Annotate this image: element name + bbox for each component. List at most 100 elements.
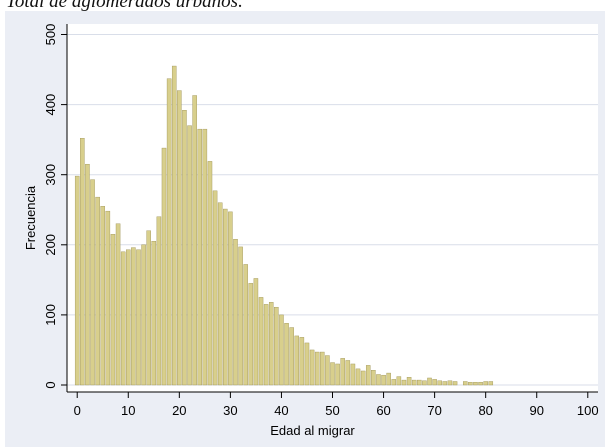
histogram-chart: 0 10 20 30 40 50 60 70 80 90 100 0 100 200 300 400 500 E… [23,24,599,438]
histogram-bar [192,95,197,386]
histogram-bar [304,342,310,386]
y-tick-label: 0 [43,381,58,388]
x-tick-label: 80 [478,403,492,418]
histogram-bar [462,381,468,386]
x-tick-label: 70 [427,403,441,418]
histogram-bar [447,380,453,386]
x-tick-label: 90 [529,403,543,418]
histogram-bar [299,337,305,386]
histogram-bar [289,327,294,386]
histogram-bar [223,208,228,386]
histogram-bar [233,238,238,386]
histogram-bar [340,358,345,386]
chart-caption: Total de aglomerados urbanos. [6,0,243,12]
histogram-bar [350,363,356,386]
histogram-bar [212,190,218,386]
histogram-bar [105,210,111,386]
histogram-bar [126,249,131,386]
x-tick-label: 20 [172,403,186,418]
histogram-bar [131,247,136,386]
histogram-bar [100,206,105,386]
histogram-bar [85,163,90,386]
histogram-bar [325,355,330,386]
histogram-bar [452,381,458,386]
x-tick-label: 10 [121,403,135,418]
histogram-bar [274,306,279,386]
histogram-bar [345,360,351,386]
histogram-bar [268,302,274,386]
histogram-bar [202,128,208,386]
histogram-bar [314,351,320,386]
histogram-bar [120,251,126,386]
histogram-bar [136,249,141,386]
y-tick-label: 300 [43,164,58,186]
histogram-bar [376,374,381,386]
histogram-bar [161,147,167,386]
histogram-bar [432,379,437,386]
histogram-bar [171,65,177,386]
histogram-bar [401,379,407,386]
x-tick-label: 100 [577,403,599,418]
histogram-bar [488,381,494,386]
histogram-bar [411,379,417,386]
y-tick-label: 200 [43,234,58,256]
histogram-bar [422,380,427,386]
histogram-bar [355,368,361,386]
histogram-bar [330,362,335,386]
histogram-bar [391,379,397,386]
chart-frame: 0 10 20 30 40 50 60 70 80 90 100 0 100 200 300 400 500 E… [5,11,605,447]
histogram-bar [115,223,121,386]
histogram-bar [386,372,391,386]
histogram-bar [396,376,402,386]
histogram-bar [478,381,483,386]
histogram-bar [371,370,376,386]
x-tick-label: 50 [325,403,339,418]
histogram-bar [284,323,289,386]
histogram-bar [258,297,264,386]
x-tick-label: 0 [74,403,81,418]
histogram-bar [207,161,213,386]
histogram-bar [442,381,448,386]
histogram-bar [141,244,146,386]
histogram-bar [309,349,315,386]
histogram-bar [151,241,157,386]
histogram-bars [74,65,494,386]
histogram-bar [437,380,442,386]
histogram-bar [248,283,254,386]
histogram-bar [80,138,85,386]
histogram-bar [468,381,473,386]
histogram-bar [146,230,151,386]
x-axis-title: Edad al migrar [270,423,355,438]
histogram-bar [156,216,162,386]
histogram-bar [365,365,371,386]
histogram-bar [197,128,203,386]
histogram-bar [473,381,478,386]
histogram-bar [217,202,223,386]
x-tick-label: 60 [376,403,390,418]
histogram-bar [228,211,233,386]
histogram-bar [253,278,259,386]
histogram-bar [320,351,325,386]
x-tick-label: 40 [274,403,288,418]
histogram-bar [177,90,182,386]
histogram-bar [335,363,340,386]
axes: 0 10 20 30 40 50 60 70 80 90 100 0 100 200 300 400 500 [43,24,599,418]
histogram-bar [90,179,95,386]
histogram-bar [74,175,80,386]
y-axis-title: Frecuencia [23,185,38,250]
histogram-bar [417,379,422,386]
x-tick-label: 30 [223,403,237,418]
histogram-bar [166,78,172,386]
histogram-bar [406,377,412,386]
y-tick-label: 400 [43,94,58,116]
y-tick-label: 100 [43,304,58,326]
histogram-bar [95,196,100,386]
y-tick-label: 500 [43,24,58,46]
histogram-bar [182,110,187,386]
histogram-bar [483,381,488,386]
histogram-bar [263,304,269,386]
histogram-bar [381,374,386,386]
histogram-bar [427,377,432,386]
histogram-bar [294,335,300,386]
histogram-bar [238,246,243,386]
